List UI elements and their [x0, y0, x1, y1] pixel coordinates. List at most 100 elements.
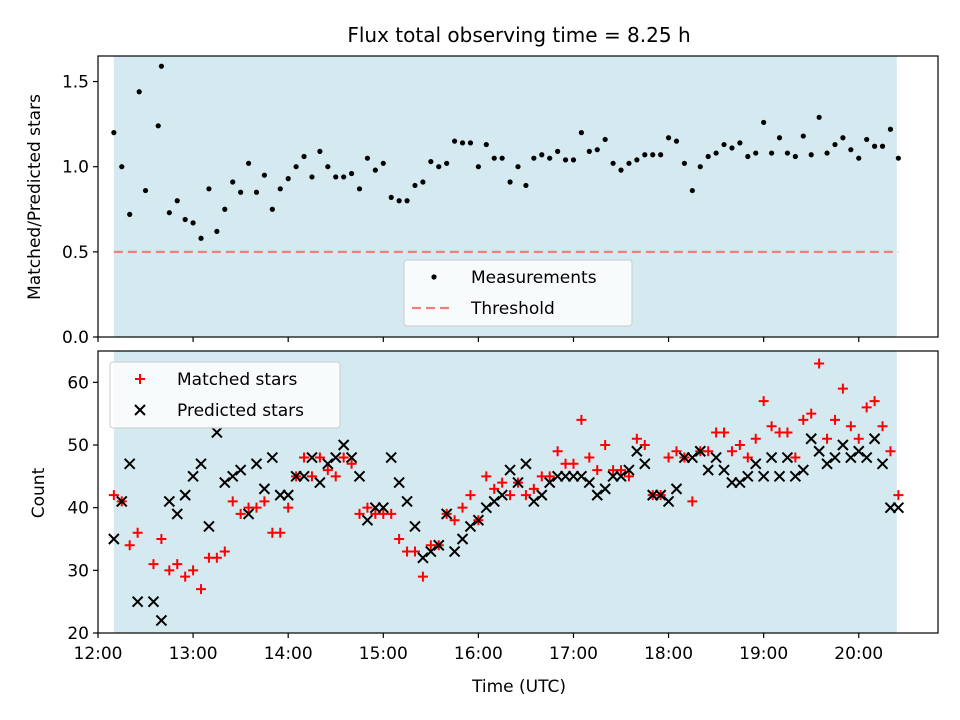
- predicted-star-point: [440, 508, 453, 520]
- matched-star-point: [734, 440, 745, 450]
- predicted-star-point: [123, 458, 136, 470]
- legend: Matched stars Predicted stars: [109, 361, 341, 429]
- measurement-point: [206, 186, 212, 192]
- matched-star-point: [600, 440, 611, 450]
- predicted-star-point: [258, 483, 271, 495]
- x-tick-label: 18:00: [644, 644, 693, 664]
- measurement-point: [155, 123, 161, 129]
- axes-frame: [97, 55, 939, 338]
- predicted-star-point: [393, 476, 405, 489]
- measurement-point: [531, 155, 537, 161]
- measurement-point: [348, 170, 355, 177]
- measurement-point: [515, 164, 521, 170]
- matched-star-point: [314, 452, 325, 463]
- measurement-point: [689, 187, 695, 194]
- predicted-star-point: [227, 470, 239, 483]
- y-tick-label: 20: [67, 624, 89, 644]
- matched-star-point: [893, 490, 904, 501]
- predicted-star-point: [353, 470, 366, 483]
- matched-star-point: [798, 414, 809, 425]
- measurement-point: [776, 135, 783, 141]
- matched-star-point: [417, 571, 428, 582]
- series-matched-stars: [108, 358, 904, 595]
- measurement-point: [309, 174, 315, 180]
- measurement-point: [547, 155, 553, 161]
- measurement-point: [586, 148, 592, 154]
- predicted-star-point: [789, 470, 802, 483]
- matched-star-point: [790, 452, 801, 463]
- measurement-point: [864, 136, 870, 143]
- matched-star-point: [235, 508, 246, 519]
- matched-star-point: [259, 496, 270, 507]
- predicted-star-point: [242, 508, 255, 520]
- predicted-star-point: [543, 476, 556, 489]
- matched-star-point: [520, 490, 531, 501]
- measurement-point: [325, 164, 331, 170]
- matched-star-point: [346, 458, 357, 469]
- measurement-point: [602, 136, 608, 143]
- x-tick-label: 14:00: [264, 644, 313, 664]
- matched-star-point: [552, 446, 563, 457]
- matched-star-point: [227, 496, 238, 507]
- measurement-point: [562, 157, 569, 163]
- y-tick-label: 1.0: [62, 158, 89, 178]
- measurement-point: [222, 206, 228, 212]
- measurement-point: [127, 211, 133, 217]
- matched-star-point: [703, 446, 714, 457]
- measurement-point: [840, 135, 846, 141]
- predicted-star-point: [742, 470, 754, 483]
- predicted-star-point: [686, 451, 699, 464]
- measurement-point: [626, 160, 632, 166]
- predicted-star-point: [868, 433, 881, 445]
- matched-star-point: [663, 452, 674, 463]
- predicted-star-point: [116, 495, 128, 508]
- measurement-point: [832, 141, 838, 148]
- axes-frame: [97, 350, 939, 634]
- predicted-star-point: [131, 595, 144, 608]
- measurement-point: [142, 187, 149, 194]
- measurement-point: [293, 164, 299, 170]
- measurement-point: [333, 174, 339, 180]
- measurement-point: [428, 158, 434, 165]
- y-tick-label: 0.5: [62, 243, 89, 263]
- predicted-star-point: [536, 489, 548, 501]
- matched-star-point: [132, 527, 143, 538]
- predicted-star-point: [876, 458, 889, 470]
- y-tick-label: 50: [67, 436, 89, 456]
- predicted-star-point: [623, 464, 635, 476]
- measurement-point: [848, 147, 854, 153]
- measurement-point: [507, 179, 513, 185]
- matched-star-point: [631, 433, 642, 444]
- measurement-point: [658, 152, 664, 158]
- measurement-point: [768, 150, 775, 156]
- series-predicted-stars: [108, 426, 905, 627]
- matched-star-point: [172, 559, 183, 570]
- measurement-point: [539, 152, 545, 158]
- predicted-star-point: [591, 489, 603, 501]
- legend-label: Threshold: [470, 299, 555, 319]
- predicted-star-point: [322, 458, 334, 470]
- measurement-point: [816, 114, 822, 120]
- matched-star-point: [822, 433, 833, 444]
- matched-star-point: [528, 483, 539, 494]
- measurement-point: [111, 130, 117, 136]
- predicted-star-point: [488, 495, 500, 508]
- measurement-point: [792, 153, 798, 160]
- measurement-point: [364, 155, 371, 161]
- predicted-star-point: [853, 445, 865, 457]
- measurement-point: [761, 119, 767, 126]
- predicted-star-point: [195, 458, 207, 470]
- measurement-point: [729, 145, 735, 151]
- predicted-star-point: [219, 476, 231, 489]
- matched-star-point: [449, 515, 460, 526]
- x-tick-label: 19:00: [739, 644, 788, 664]
- measurement-point: [341, 174, 347, 180]
- x-axis-label: Time (UTC): [471, 677, 566, 697]
- predicted-star-point: [837, 439, 849, 451]
- matched-star-point: [687, 496, 698, 507]
- measurement-point: [475, 164, 481, 170]
- predicted-star-point: [599, 483, 611, 495]
- predicted-star-point: [734, 476, 746, 489]
- predicted-star-point: [314, 476, 326, 489]
- predicted-star-point: [282, 489, 294, 501]
